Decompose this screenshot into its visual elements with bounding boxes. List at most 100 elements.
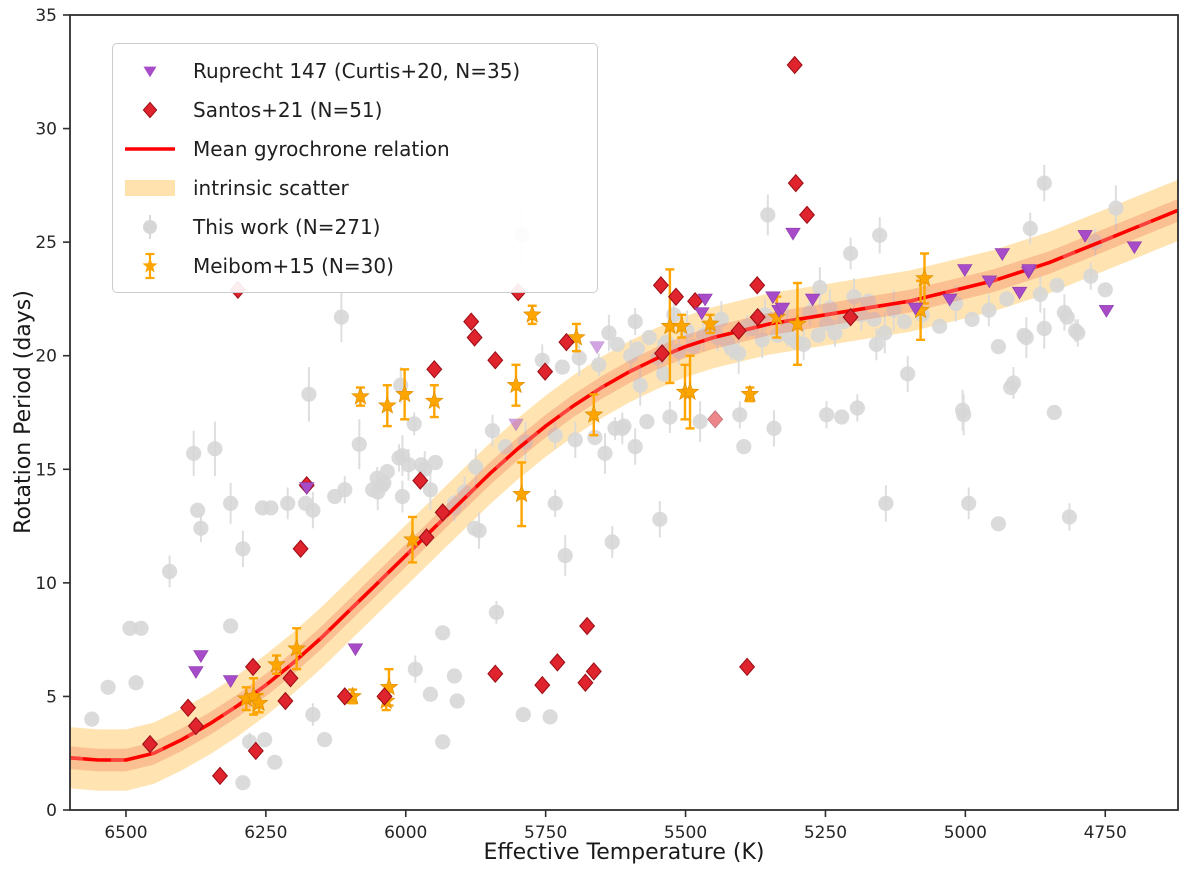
this-work-point — [627, 439, 643, 455]
this-work-point — [766, 420, 782, 436]
santos21-point — [687, 291, 704, 311]
meibom15-point — [249, 693, 269, 712]
santos21-point — [739, 657, 756, 677]
this-work-point — [896, 314, 913, 330]
triangle-down-icon — [121, 56, 179, 86]
ruprecht147-point — [188, 666, 204, 679]
santos21-point — [376, 687, 393, 706]
star-errorbar-icon — [121, 251, 179, 281]
legend-label: intrinsic scatter — [193, 175, 349, 200]
this-work-point — [235, 541, 251, 557]
legend-label: Santos+21 (N=51) — [193, 97, 383, 122]
tick-marks — [63, 14, 1107, 817]
x-tick-label: 5000 — [944, 823, 987, 843]
this-work-point — [84, 711, 100, 727]
line-icon — [121, 134, 179, 164]
this-work-point — [754, 332, 770, 348]
this-work-point — [446, 668, 462, 684]
ruprecht147-point — [1098, 305, 1115, 318]
this-work-point — [193, 520, 209, 536]
ruprecht147-point — [347, 643, 364, 657]
this-work-point — [391, 450, 407, 466]
this-work-point — [435, 734, 451, 750]
this-work-point — [435, 625, 451, 641]
meibom15-point — [672, 316, 691, 335]
ruprecht147-point — [1011, 286, 1028, 300]
this-work-point — [1061, 509, 1077, 525]
santos21-point — [247, 741, 264, 761]
this-work-point — [627, 314, 643, 330]
this-work-point — [843, 245, 859, 262]
x-axis-label: Effective Temperature (K) — [483, 840, 765, 865]
x-tick-label: 5750 — [524, 823, 567, 843]
this-work-point — [827, 325, 843, 341]
legend-label: Mean gyrochrone relation — [193, 136, 450, 161]
this-work-point — [846, 289, 862, 305]
santos21-point — [277, 691, 294, 711]
this-work-point — [866, 311, 882, 327]
meibom15-point — [377, 395, 397, 414]
this-work-point — [267, 754, 283, 770]
ruprecht147-point — [941, 293, 958, 307]
circle-errorbar-icon — [121, 212, 179, 242]
santos21-point — [577, 673, 594, 693]
santos21-point — [652, 276, 669, 295]
this-work-point — [1046, 404, 1062, 421]
ruprecht147-point — [957, 264, 973, 277]
this-work-point — [333, 309, 349, 325]
this-work-point — [868, 336, 885, 352]
this-work-point — [736, 439, 752, 455]
ruprecht147-point — [1077, 230, 1093, 243]
this-work-point — [849, 400, 866, 416]
meibom15-point — [584, 404, 604, 423]
this-work-point — [427, 454, 443, 471]
santos21-point — [418, 528, 435, 547]
ruprecht147-point — [765, 291, 781, 305]
this-work-point — [604, 534, 620, 550]
this-work-point — [981, 302, 997, 318]
this-work-point — [547, 495, 563, 511]
this-work-point — [446, 495, 462, 511]
this-work-point — [662, 409, 678, 425]
y-axis-label: Rotation Period (days) — [11, 290, 36, 534]
santos21-point — [558, 332, 575, 352]
santos21-point — [180, 698, 197, 718]
this-work-point — [639, 414, 655, 430]
this-work-point — [641, 329, 657, 346]
legend-label: This work (N=271) — [193, 214, 381, 239]
this-work-point — [961, 495, 977, 511]
this-work-point — [406, 416, 422, 432]
this-work-point — [133, 620, 149, 636]
this-work-point — [732, 407, 748, 423]
this-work-point — [190, 502, 206, 518]
legend-label: Meibom+15 (N=30) — [193, 253, 394, 278]
ruprecht147-point — [1021, 264, 1037, 277]
this-work-point — [542, 709, 558, 725]
ruprecht147-point — [193, 650, 209, 663]
meibom15-point — [740, 384, 760, 403]
this-work-point — [1003, 379, 1019, 396]
this-work-point — [609, 336, 625, 352]
y-tick-label: 15 — [35, 460, 57, 480]
santos21-point — [787, 173, 804, 193]
this-work-point — [468, 459, 484, 475]
this-work-point — [692, 414, 708, 430]
this-work-point — [351, 436, 367, 452]
this-work-point — [860, 293, 877, 309]
plot-area — [70, 55, 1178, 791]
santos21-point — [654, 344, 671, 363]
this-work-points — [84, 175, 1124, 791]
santos21-point — [749, 276, 766, 295]
this-work-point — [317, 732, 333, 748]
y-tick-label: 30 — [35, 120, 57, 140]
santos21-point — [842, 307, 859, 327]
this-work-point — [990, 339, 1007, 355]
this-work-point — [932, 318, 948, 334]
this-work-point — [515, 707, 531, 723]
gyrochrone-line-dash-overlay — [70, 208, 1178, 762]
this-work-point — [723, 341, 740, 357]
this-work-point — [1036, 320, 1052, 337]
y-tick-label: 35 — [35, 6, 57, 26]
ruprecht147-point — [697, 293, 713, 307]
meibom15-point — [567, 327, 586, 346]
